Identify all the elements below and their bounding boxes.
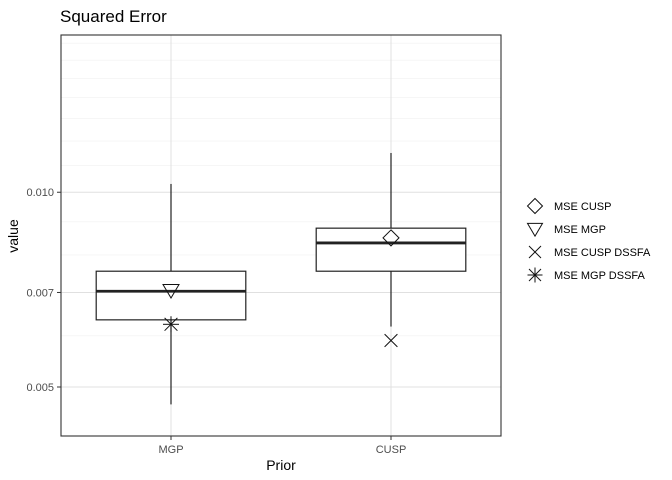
x-stroke — [528, 245, 542, 259]
legend-item: MSE CUSP — [526, 197, 611, 215]
y-tick-label: 0.007 — [26, 287, 54, 299]
box-cusp — [315, 152, 467, 327]
y-axis-title: value — [5, 219, 21, 253]
x-tick-label: MGP — [158, 444, 183, 456]
point-mse-mgp-dssfa — [163, 316, 179, 333]
legend-label: MSE CUSP — [554, 201, 611, 213]
legend-label: MSE MGP DSSFA — [554, 270, 646, 282]
legend-label: MSE MGP — [554, 224, 606, 236]
x-tick-label: CUSP — [376, 444, 407, 456]
legend-item: MSE CUSP DSSFA — [528, 245, 651, 259]
legend-key-triangle-down — [526, 222, 544, 238]
legend-key-asterisk — [527, 267, 543, 283]
boxes — [95, 152, 467, 405]
y-tick-label: 0.005 — [26, 382, 54, 394]
box-mgp — [95, 183, 247, 405]
legend-key-x — [528, 245, 542, 259]
x-axis: MGP CUSP — [158, 436, 406, 456]
points — [162, 229, 400, 348]
legend-label: MSE CUSP DSSFA — [554, 247, 651, 259]
x-axis-title: Prior — [266, 457, 296, 473]
plot-border — [60, 34, 502, 437]
point-mse-cusp — [382, 229, 400, 247]
chart-title: Squared Error — [60, 7, 167, 26]
x-stroke — [384, 333, 398, 348]
legend: MSE CUSP MSE MGP MSE CUSP DSSFA MSE MGP DSS… — [526, 197, 651, 283]
legend-item: MSE MGP — [526, 222, 606, 238]
y-axis: 0.005 0.007 0.010 — [26, 187, 61, 394]
legend-item: MSE MGP DSSFA — [527, 267, 646, 283]
box-iqr — [315, 227, 467, 272]
y-tick-label: 0.010 — [26, 187, 54, 199]
point-mse-cusp-dssfa — [384, 333, 398, 348]
legend-key-diamond — [526, 197, 544, 215]
point-mse-mgp — [162, 283, 180, 300]
box-iqr — [95, 270, 247, 321]
